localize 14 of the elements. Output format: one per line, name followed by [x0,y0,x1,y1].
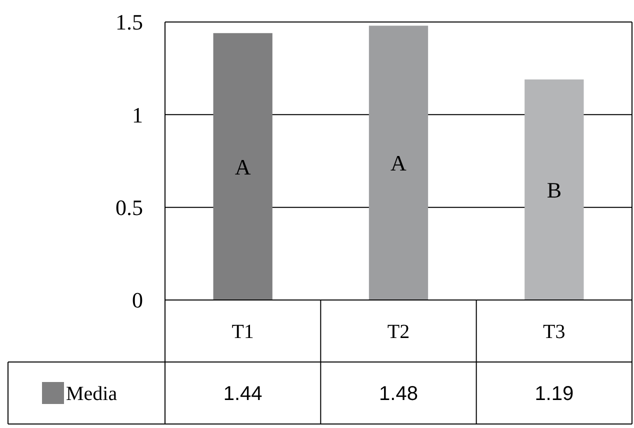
y-tick-label: 1 [132,102,143,128]
y-tick-label: 0 [132,288,143,313]
y-tick-label: 0.5 [116,195,143,220]
x-tick-label: T1 [232,321,254,343]
x-tick-label: T2 [387,321,410,343]
annotation: A [234,154,251,180]
x-tick-label: T3 [543,321,566,343]
annotation: A [390,150,407,176]
annotation: B [546,177,562,202]
data-label: 1.44 [223,383,262,405]
data-label: 1.19 [534,383,574,405]
legend-label: Media [66,383,118,405]
data-label: 1.48 [379,383,418,405]
y-tick-label: 1.5 [116,10,143,35]
